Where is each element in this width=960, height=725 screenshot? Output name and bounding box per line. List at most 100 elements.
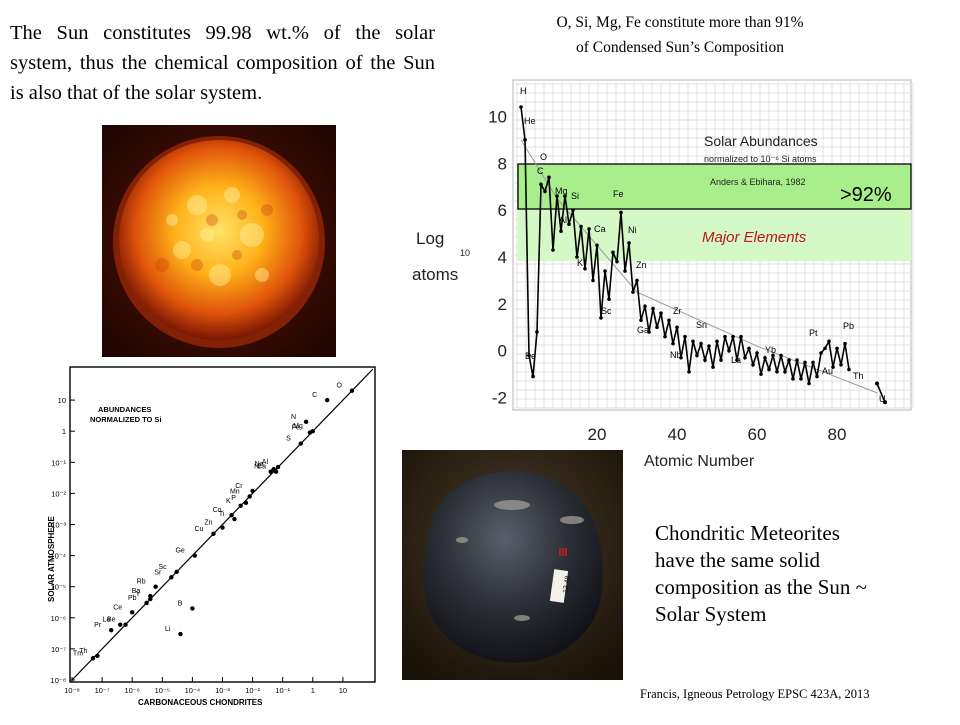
- abundance-point: [783, 370, 787, 374]
- abundance-point: [823, 346, 827, 351]
- x-tick-label: 10⁻¹: [275, 686, 290, 695]
- abundance-point: [535, 330, 539, 334]
- scatter-point-label: O: [337, 383, 343, 390]
- abundance-point: [595, 243, 599, 248]
- x-tick-label: 10⁻³: [215, 686, 230, 695]
- abundance-point: [735, 358, 739, 362]
- abundance-point: [639, 318, 643, 323]
- one-to-one-line: [71, 368, 374, 681]
- abundance-point: [707, 344, 711, 348]
- abundance-point: [795, 358, 799, 362]
- abundance-point: [563, 194, 567, 198]
- scatter-point-label: Y: [136, 591, 141, 598]
- scatter-point-label: Sc: [158, 564, 167, 571]
- abundance-point: [647, 330, 651, 334]
- scatter-point: [268, 469, 273, 474]
- major-elements-label: Major Elements: [702, 229, 807, 246]
- y-tick-label: 4: [498, 248, 507, 267]
- scatter-point: [108, 627, 114, 633]
- scatter-point: [229, 512, 234, 518]
- abundance-point: [575, 255, 579, 259]
- svg-text:K: K: [577, 258, 583, 268]
- abundance-point: [615, 259, 619, 264]
- svg-text:Yb: Yb: [765, 345, 776, 355]
- abundance-point: [635, 278, 639, 283]
- chondrite-scatter-chart: 10 1 10⁻¹ 10⁻² 10⁻³ 10⁻⁴ 10⁻⁵ 10⁻⁶ 10⁻⁷ 10⁻⁸ 10⁻⁸…: [40, 362, 385, 720]
- scatter-point-label: Mn: [230, 488, 240, 495]
- x-tick-label: 10⁻⁷: [95, 686, 110, 695]
- scatter-point-label: Li: [165, 626, 171, 633]
- svg-text:Ni: Ni: [628, 225, 637, 235]
- scatter-point-label: Cu: [194, 526, 203, 533]
- scatter-point-label: C: [312, 392, 317, 399]
- abundance-point: [775, 370, 779, 374]
- abundance-point: [803, 360, 807, 365]
- x-tick-label: 40: [668, 425, 687, 444]
- svg-text:La: La: [731, 355, 741, 365]
- y-tick-label: 6: [498, 201, 507, 220]
- scatter-point-label: Na: [255, 461, 264, 468]
- scatter-point: [178, 631, 183, 637]
- abundance-point: [883, 400, 887, 405]
- scatter-point: [238, 503, 243, 508]
- scatter-chart-svg: 10 1 10⁻¹ 10⁻² 10⁻³ 10⁻⁴ 10⁻⁵ 10⁻⁶ 10⁻⁷ 10⁻⁸ 10⁻⁸…: [47, 366, 376, 707]
- scatter-point-label: N: [291, 414, 296, 421]
- abundance-point: [699, 341, 703, 346]
- abundance-point: [611, 250, 615, 255]
- abundance-point: [583, 266, 587, 271]
- abundance-point: [695, 353, 699, 358]
- abundance-point: [723, 334, 727, 339]
- meteorite-photo: 12 48: [402, 450, 623, 680]
- abundance-point: [539, 182, 543, 187]
- scatter-point: [310, 429, 315, 434]
- scatter-point-label: Al: [262, 459, 269, 466]
- abundance-point: [619, 210, 623, 215]
- abundance-point: [743, 355, 747, 360]
- x-tick-label: 10: [339, 686, 347, 695]
- abundance-point: [767, 367, 771, 372]
- scatter-point: [211, 531, 216, 537]
- scatter-point: [250, 488, 255, 494]
- scatter-title-line1: ABUNDANCES: [98, 405, 151, 414]
- scatter-point-label: Pb: [128, 595, 137, 602]
- chondrite-note-line4: Solar System: [655, 602, 767, 626]
- abundance-point: [847, 367, 851, 372]
- abundance-point: [603, 269, 607, 273]
- y-tick-labels: -2 0 2 4 6 8 10: [488, 107, 507, 407]
- scatter-point: [90, 656, 96, 661]
- y-axis-label-unit: atoms: [412, 265, 458, 284]
- abundance-point: [659, 311, 663, 316]
- scatter-point: [118, 622, 123, 627]
- svg-text:Sn: Sn: [696, 320, 707, 330]
- abundance-point: [811, 360, 815, 365]
- scatter-point-label: La: [102, 617, 110, 624]
- abundance-point: [819, 351, 823, 355]
- scatter-title-line2: NORMALIZED TO Si: [90, 415, 162, 424]
- scatter-point: [148, 596, 153, 602]
- abundance-point: [763, 355, 767, 360]
- abundance-point: [715, 339, 719, 344]
- scatter-point-label: Ni: [254, 464, 261, 471]
- intro-paragraph: The Sun constitutes 99.98 wt.% of the so…: [10, 22, 435, 104]
- abundance-point: [731, 334, 735, 339]
- scatter-point: [144, 600, 149, 606]
- scatter-y-ticks: 10 1 10⁻¹ 10⁻² 10⁻³ 10⁻⁴ 10⁻⁵ 10⁻⁶ 10⁻⁷ 10⁻⁸: [50, 396, 75, 685]
- scatter-point: [275, 464, 281, 470]
- y-tick-label: 2: [498, 295, 507, 314]
- meteorite-tag: [549, 569, 569, 603]
- abundance-point: [591, 278, 595, 283]
- abundance-point: [651, 306, 655, 311]
- abundance-point: [607, 297, 611, 301]
- x-tick-label: 10⁻⁵: [155, 686, 170, 695]
- abundance-point: [523, 138, 527, 142]
- scatter-point-label: Ba: [132, 588, 141, 595]
- svg-text:He: He: [524, 116, 536, 126]
- abundance-point: [839, 362, 843, 367]
- y-tick-label: 10: [488, 107, 507, 126]
- abundance-point: [531, 374, 535, 379]
- over-92-percent-box: [517, 163, 912, 210]
- svg-text:Pb: Pb: [843, 321, 854, 331]
- chart-reference: Anders & Ebihara, 1982: [710, 177, 806, 187]
- scatter-point: [95, 653, 100, 658]
- abundance-chart: -2 0 2 4 6 8 10 20 40 60 80 H He O C Mg Si Al Fe Ni Ca K…: [400, 78, 920, 478]
